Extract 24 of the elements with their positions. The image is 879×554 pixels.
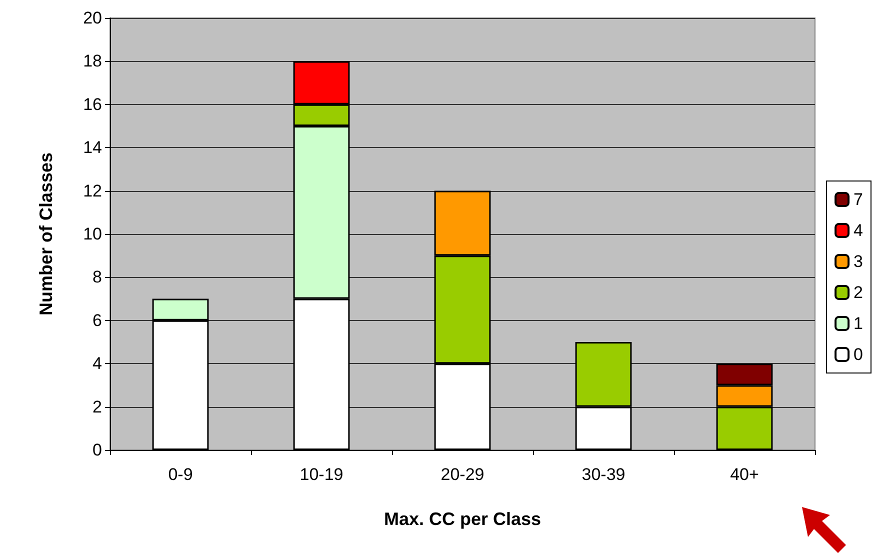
legend-label: 2 [854, 283, 864, 302]
y-tick-label: 6 [92, 310, 102, 330]
legend-label: 1 [854, 314, 864, 333]
legend-label: 0 [854, 345, 864, 364]
y-tick-label: 8 [92, 268, 102, 287]
x-tick-label: 10-19 [300, 465, 344, 484]
y-tick-label: 12 [83, 181, 102, 200]
y-tick-label: 16 [83, 94, 102, 114]
y-tick-label: 20 [83, 8, 102, 28]
x-tick-label: 30-39 [582, 465, 626, 484]
x-tick-label: 0-9 [168, 465, 193, 484]
y-axis-title: Number of Classes [36, 152, 56, 316]
y-tick-label: 10 [83, 224, 102, 244]
legend-label: 7 [854, 190, 864, 209]
y-tick-label: 14 [83, 138, 102, 158]
y-tick-label: 0 [92, 440, 102, 460]
y-tick-label: 4 [92, 354, 102, 374]
legend-label: 4 [854, 221, 864, 240]
y-tick-label: 18 [83, 52, 102, 71]
x-axis-title: Max. CC per Class [384, 509, 542, 529]
y-tick-label: 2 [92, 397, 102, 416]
x-tick-label: 20-29 [440, 465, 484, 484]
legend-label: 3 [854, 252, 864, 271]
x-tick-label: 40+ [730, 465, 759, 484]
